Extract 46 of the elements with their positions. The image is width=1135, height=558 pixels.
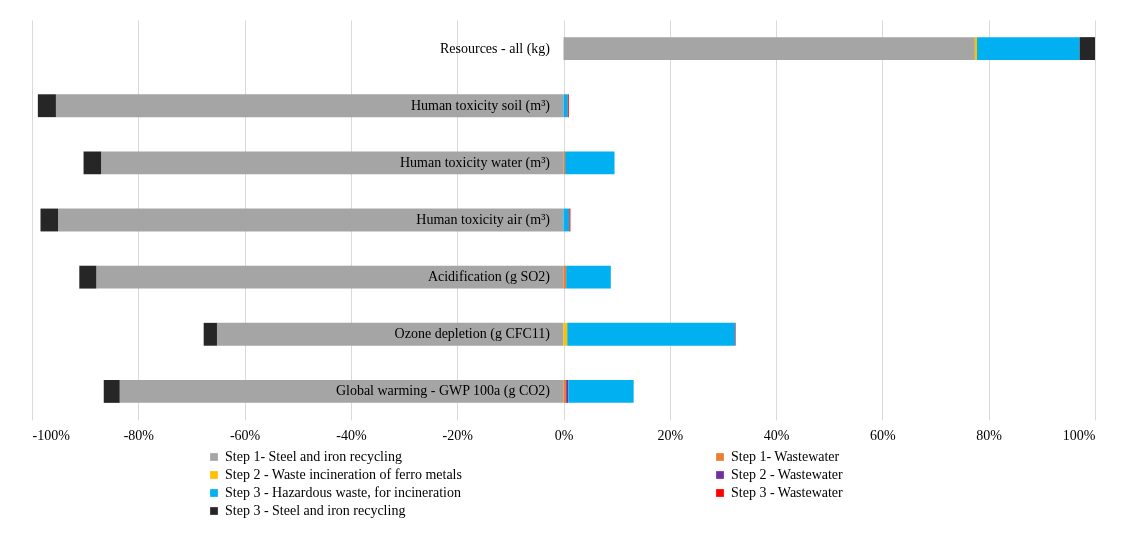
bar bbox=[58, 208, 564, 232]
y-tick-label: Human toxicity water (m³) bbox=[400, 154, 551, 171]
bar bbox=[55, 94, 564, 118]
bar bbox=[40, 208, 59, 232]
legend-label: Step 2 - Wastewater bbox=[731, 467, 844, 482]
bar bbox=[37, 94, 56, 118]
y-tick-label: Human toxicity soil (m³) bbox=[410, 97, 551, 114]
legend-label: Step 3 - Steel and iron recycling bbox=[225, 503, 406, 518]
bar bbox=[977, 37, 1080, 60]
legend-label: Step 3 - Wastewater bbox=[731, 485, 844, 500]
x-tick-label: 20% bbox=[657, 427, 684, 443]
legend-label: Step 3 - Hazardous waste, for incineration bbox=[225, 485, 461, 500]
y-tick-label: Resources - all (kg) bbox=[439, 40, 551, 57]
bar bbox=[79, 265, 97, 289]
x-tick-label: -100% bbox=[32, 427, 71, 443]
x-tick-label: -60% bbox=[229, 427, 261, 443]
bar bbox=[567, 322, 736, 346]
y-tick-label: Human toxicity air (m³) bbox=[416, 212, 551, 228]
bar bbox=[96, 265, 564, 289]
y-tick-label: Global warming - GWP 100a (g CO2) bbox=[335, 383, 551, 400]
legend-label: Step 2 - Waste incineration of ferro metals bbox=[225, 467, 462, 482]
bar bbox=[103, 380, 120, 403]
x-tick-label: 60% bbox=[870, 427, 897, 443]
x-tick-label: 80% bbox=[976, 427, 1003, 443]
legend-label: Step 1- Wastewater bbox=[731, 449, 840, 464]
y-tick-label: Ozone depletion (g CFC11) bbox=[394, 326, 551, 343]
bar bbox=[101, 151, 564, 175]
legend-label: Step 1- Steel and iron recycling bbox=[225, 449, 402, 464]
x-tick-label: 100% bbox=[1062, 427, 1096, 443]
bar bbox=[563, 37, 975, 60]
x-tick-label: -20% bbox=[442, 427, 474, 443]
bar bbox=[203, 322, 217, 346]
x-tick-label: 40% bbox=[763, 427, 790, 443]
bar bbox=[1079, 37, 1095, 60]
bar bbox=[119, 380, 564, 403]
bar bbox=[566, 265, 611, 289]
bar bbox=[563, 94, 568, 118]
y-tick-label: Acidification (g SO2) bbox=[427, 269, 551, 286]
x-tick-label: -40% bbox=[336, 427, 367, 443]
x-tick-label: -80% bbox=[123, 427, 155, 443]
bar bbox=[974, 37, 978, 60]
bar bbox=[568, 380, 634, 403]
bar bbox=[83, 151, 102, 175]
bar bbox=[565, 151, 615, 175]
bar bbox=[216, 322, 564, 346]
x-tick-label: 0% bbox=[554, 427, 574, 443]
